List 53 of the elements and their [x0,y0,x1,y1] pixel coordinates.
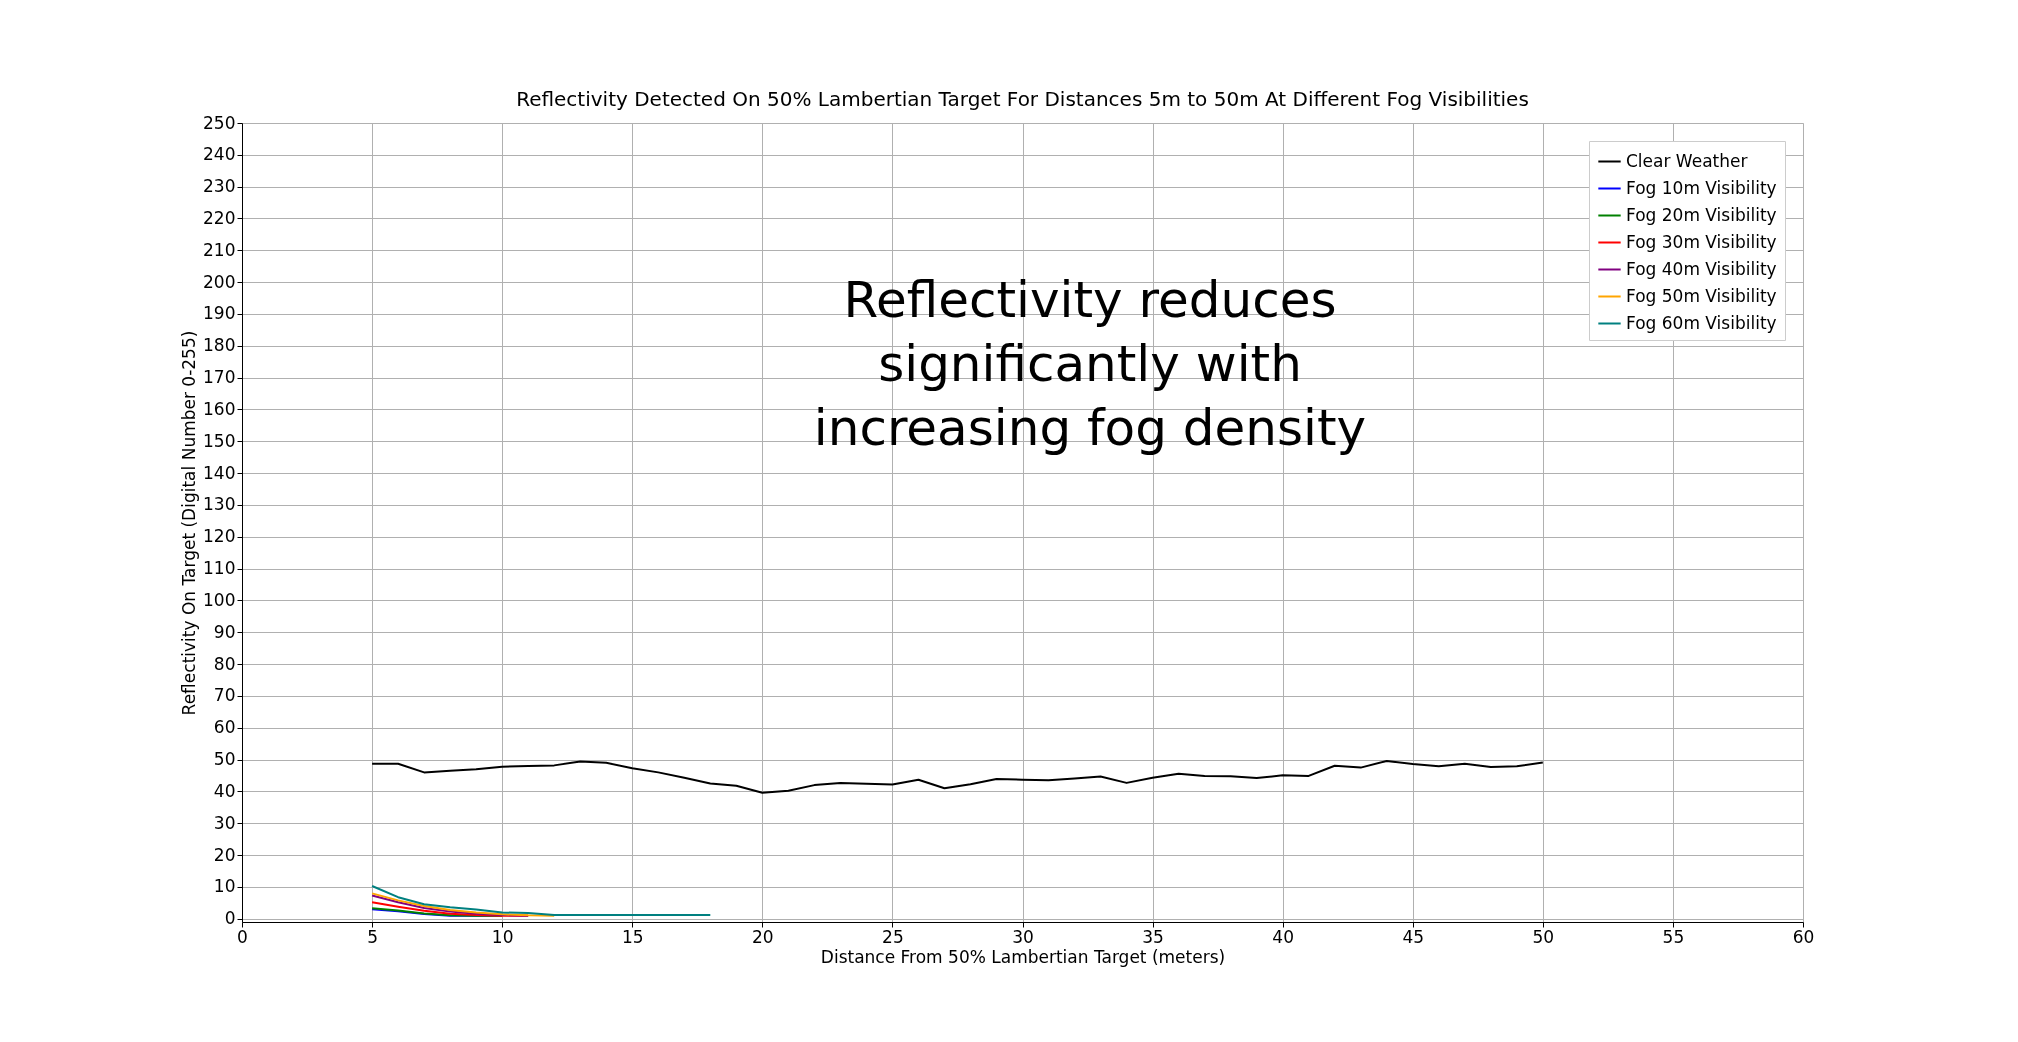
x-tick-label: 15 [621,926,644,947]
y-tick-label: 250 [203,112,236,133]
y-axis-title: Reflectivity On Target (Digital Number 0-255) [179,330,200,716]
x-tick-label: 20 [752,926,774,947]
y-tick-label: 110 [203,558,236,579]
legend-label: Fog 30m Visibility [1626,231,1777,252]
y-tick-label: 40 [213,780,236,801]
x-tick-label: 25 [882,926,904,947]
y-tick-label: 20 [213,844,236,865]
y-tick-label: 230 [203,176,236,197]
y-tick-label: 170 [203,367,236,388]
y-tick-label: 10 [213,876,236,897]
y-tick-label: 180 [203,335,236,356]
y-tick-label: 100 [203,589,236,610]
y-tick-label: 190 [203,303,236,324]
legend-label: Clear Weather [1626,150,1748,171]
x-axis-title: Distance From 50% Lambertian Target (meters) [820,946,1226,967]
line-series [371,892,556,917]
y-tick-label: 150 [203,430,236,451]
y-tick-label: 140 [203,462,236,483]
legend-label: Fog 50m Visibility [1626,285,1777,306]
x-tick-label: 45 [1402,926,1425,947]
y-tick-label: 220 [203,208,236,228]
y-tick-label: 80 [213,653,236,674]
y-tick-label: 70 [213,685,236,706]
y-tick-label: 0 [224,908,236,929]
x-tick-label: 40 [1272,926,1294,947]
chart-title: Reflectivity Detected On 50% Lambertian Target For Distances 5m to 50m At Different Fog Visibilities [516,87,1529,111]
y-tick-label: 30 [213,812,236,833]
annotation: Reflectivity reduces significantly with increasing fog density [813,271,1367,457]
x-tick-label: 10 [491,926,514,947]
x-tick-label: 50 [1532,926,1555,947]
x-tick-label: 55 [1662,926,1685,947]
y-tick-label: 120 [203,526,236,547]
x-tick-label: 5 [367,926,378,947]
y-tick-label: 240 [203,144,236,165]
y-tick-label: 130 [203,494,236,515]
line-series [371,759,1544,794]
y-tick-label: 50 [213,749,236,770]
y-tick-label: 160 [203,398,236,419]
y-tick-label: 210 [203,239,236,260]
legend-label: Fog 20m Visibility [1626,204,1777,225]
line-series [371,885,712,916]
y-tick-label: 90 [213,621,236,642]
x-tick-label: 35 [1142,926,1164,947]
legend-label: Fog 40m Visibility [1626,258,1777,279]
legend-label: Fog 10m Visibility [1626,177,1777,198]
x-tick-label: 30 [1012,926,1034,947]
legend-label: Fog 60m Visibility [1626,312,1777,333]
x-tick-label: 60 [1792,926,1815,947]
line-series [371,894,530,917]
y-tick-label: 200 [203,271,236,292]
y-tick-label: 60 [213,717,236,738]
